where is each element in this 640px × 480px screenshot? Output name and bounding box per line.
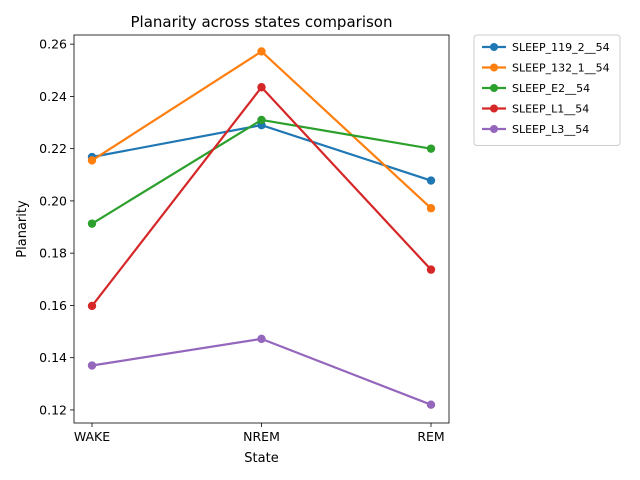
- series-line: [91, 50, 432, 210]
- data-point: [426, 400, 436, 409]
- legend-label: SLEEP_119_2__54: [512, 41, 610, 54]
- y-tick-label: 0.22: [39, 141, 67, 156]
- legend-label: SLEEP_E2__54: [512, 82, 590, 95]
- series-group: [87, 115, 436, 228]
- y-axis-label: Planarity: [15, 200, 30, 258]
- legend-label: SLEEP_132_1__54: [512, 62, 610, 75]
- y-tick-label: 0.18: [39, 246, 67, 261]
- x-tick-label: WAKE: [74, 429, 110, 444]
- y-axis: 0.12 0.14 0.16 0.18 0.20 0.22 0.24 0.26: [39, 37, 74, 417]
- data-point: [257, 334, 266, 344]
- series-layer: [87, 47, 436, 409]
- series-line: [91, 118, 432, 225]
- legend-swatch-marker: [490, 84, 498, 92]
- data-point: [257, 47, 266, 56]
- legend-swatch-marker: [490, 63, 498, 72]
- y-tick-label: 0.14: [39, 350, 67, 365]
- data-point: [87, 361, 97, 370]
- chart-title: Planarity across states comparison: [131, 13, 393, 31]
- legend-label: SLEEP_L3__54: [512, 123, 589, 136]
- data-point: [87, 301, 97, 311]
- series-line: [91, 337, 432, 406]
- y-tick-label: 0.16: [39, 298, 67, 313]
- y-tick-label: 0.12: [39, 402, 67, 417]
- data-point: [426, 265, 436, 274]
- x-axis: WAKE NREM REM: [74, 423, 445, 444]
- legend-frame: [473, 34, 621, 146]
- y-tick-label: 0.26: [39, 37, 67, 52]
- data-point: [87, 219, 97, 228]
- series-group: [87, 83, 436, 311]
- series-group: [87, 334, 436, 409]
- legend: SLEEP_119_2__54 SLEEP_132_1__54 SLEEP_E2__…: [473, 34, 621, 146]
- legend-swatch-marker: [490, 125, 498, 133]
- y-tick-label: 0.24: [39, 89, 67, 104]
- legend-swatch-marker: [490, 43, 498, 51]
- data-point: [426, 144, 436, 153]
- x-tick-label: NREM: [243, 429, 280, 444]
- data-point: [257, 115, 266, 125]
- y-tick-label: 0.20: [39, 193, 67, 208]
- data-point: [426, 204, 436, 213]
- legend-swatch-marker: [490, 104, 498, 113]
- series-group: [87, 47, 436, 213]
- x-tick-label: REM: [417, 429, 444, 444]
- data-point: [426, 176, 436, 185]
- data-point: [87, 156, 97, 165]
- series-line: [91, 124, 432, 182]
- legend-label: SLEEP_L1__54: [512, 103, 589, 116]
- x-axis-label: State: [244, 451, 278, 466]
- data-point: [257, 83, 266, 92]
